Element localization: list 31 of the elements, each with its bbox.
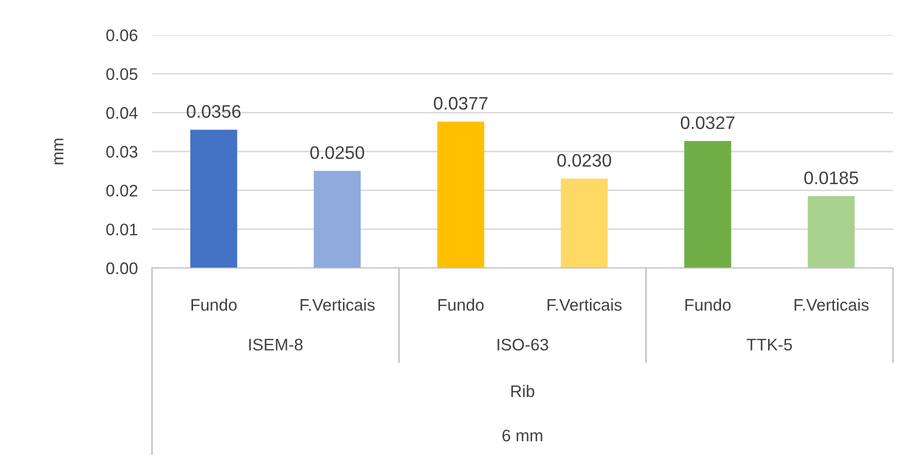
data-label: 0.0327 [680,116,734,130]
y-tick-label: 0.02 [106,184,138,197]
y-tick-label: 0.04 [106,107,138,119]
x-tick-label: Fundo [438,298,484,311]
x-tick-label: Fundo [685,298,731,311]
data-label: 0.0356 [186,105,241,118]
x-tick-label: Fundo [191,298,237,311]
text: Rib [511,384,534,398]
text: ISO-63 [498,338,548,351]
text: ISEM-8 [249,338,303,351]
x-tick-label: F.Verticais [548,298,622,311]
x-tick-label: F.Verticais [794,298,869,311]
y-axis-title: mm [54,138,64,164]
y-tick-label: 0.05 [106,68,138,80]
bar [684,141,732,268]
bar [437,122,484,268]
x-tick-label: F.Verticais [300,298,375,311]
bar [560,178,608,268]
y-tick-label: 0.00 [106,262,138,274]
data-label: 0.0250 [310,146,364,160]
bar [190,130,238,268]
y-tick-label: 0.06 [106,29,138,42]
text: 6 mm [502,430,542,442]
bar [808,196,855,268]
y-tick-label: 0.03 [106,146,138,158]
data-label: 0.0185 [804,171,858,184]
bar [314,170,361,268]
y-tick-label: 0.01 [106,224,138,236]
data-label: 0.0377 [434,96,488,110]
text: TTK-5 [746,338,792,351]
data-label: 0.0230 [557,154,612,167]
